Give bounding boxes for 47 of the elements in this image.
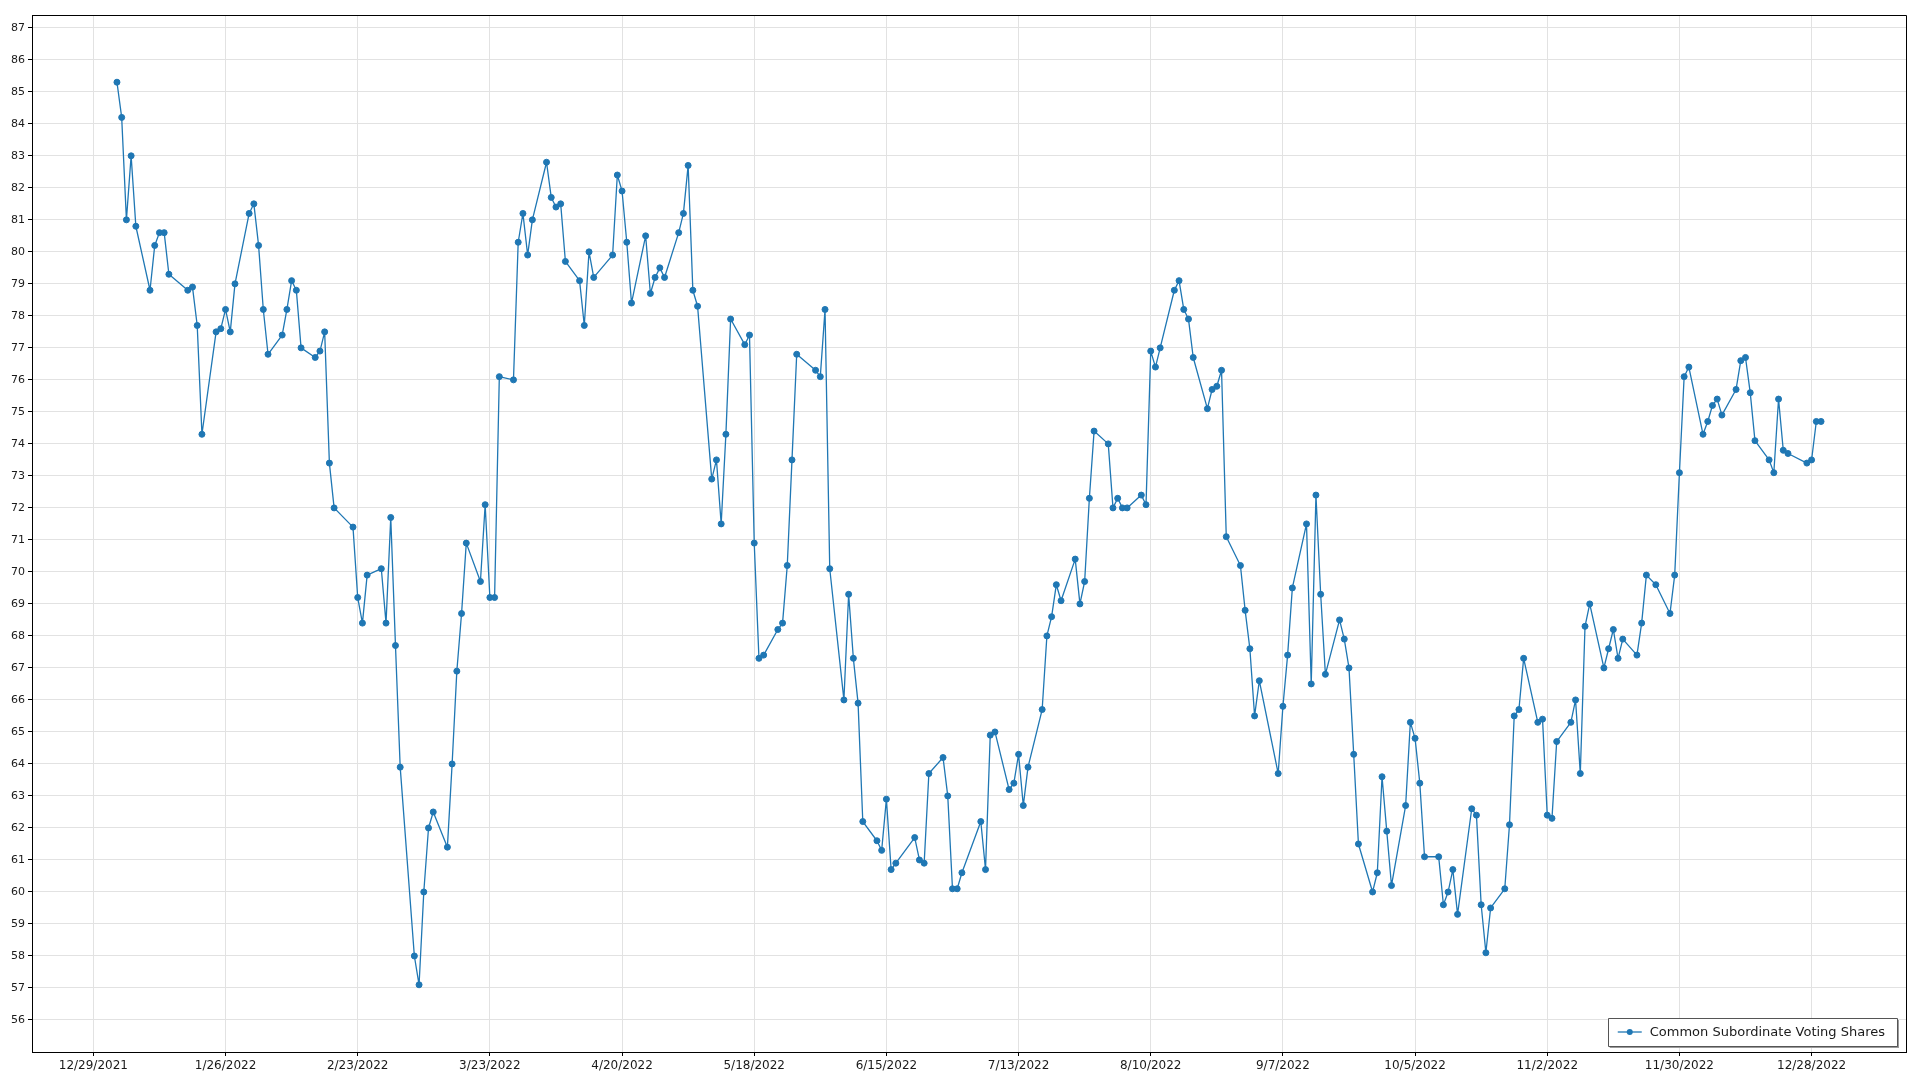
x-tick-label: 3/23/2022 (459, 1058, 521, 1073)
x-tick-label: 12/29/2021 (58, 1058, 128, 1073)
y-tick-label: 70 (11, 564, 25, 578)
x-tick-label: 2/23/2022 (326, 1058, 389, 1073)
x-tick-label: 8/10/2022 (1119, 1058, 1182, 1073)
y-tick-label: 78 (11, 308, 25, 322)
y-tick-label: 57 (11, 980, 25, 994)
y-tick-label: 71 (11, 532, 25, 546)
y-tick-label: 69 (11, 596, 25, 610)
y-tick-label: 81 (11, 212, 25, 226)
y-tick-label: 86 (11, 52, 25, 66)
y-tick-label: 60 (11, 884, 25, 898)
y-tick-label: 72 (11, 500, 25, 514)
x-tick-label: 1/26/2022 (194, 1058, 257, 1073)
y-tick-label: 58 (11, 948, 25, 962)
y-tick-label: 65 (11, 724, 25, 738)
y-tick-label: 61 (11, 852, 25, 866)
x-tick-label: 5/18/2022 (723, 1058, 785, 1073)
y-tick-label: 73 (11, 468, 25, 482)
x-tick-label: 6/15/2022 (855, 1058, 918, 1073)
x-tick-label: 9/7/2022 (1255, 1058, 1310, 1073)
y-tick-label: 85 (11, 84, 25, 98)
y-tick-label: 68 (11, 628, 25, 642)
x-tick-label: 7/13/2022 (987, 1058, 1050, 1073)
y-tick-label: 82 (11, 180, 25, 194)
y-tick-label: 76 (11, 372, 25, 386)
y-tick-label: 66 (11, 692, 25, 706)
y-tick-label: 62 (11, 820, 25, 834)
y-tick-label: 79 (11, 276, 25, 290)
y-tick-label: 59 (11, 916, 25, 930)
y-tick-label: 67 (11, 660, 25, 674)
x-tick-label: 10/5/2022 (1384, 1058, 1446, 1073)
x-tick-label: 11/30/2022 (1644, 1058, 1715, 1073)
y-tick-label: 63 (11, 788, 25, 802)
legend-label: Common Subordinate Voting Shares (1649, 1024, 1886, 1040)
x-tick-label: 4/20/2022 (591, 1058, 653, 1073)
y-tick-label: 87 (11, 20, 25, 34)
y-tick-label: 83 (11, 148, 25, 162)
y-tick-label: 84 (11, 116, 25, 130)
x-tick-label: 11/2/2022 (1516, 1058, 1579, 1073)
y-tick-label: 64 (11, 756, 25, 770)
y-tick-label: 77 (11, 340, 25, 354)
y-tick-label: 56 (11, 1012, 25, 1026)
y-tick-label: 74 (11, 436, 25, 450)
x-tick-label: 12/28/2022 (1777, 1058, 1847, 1073)
y-tick-label: 75 (11, 404, 25, 418)
y-tick-label: 80 (11, 244, 25, 258)
